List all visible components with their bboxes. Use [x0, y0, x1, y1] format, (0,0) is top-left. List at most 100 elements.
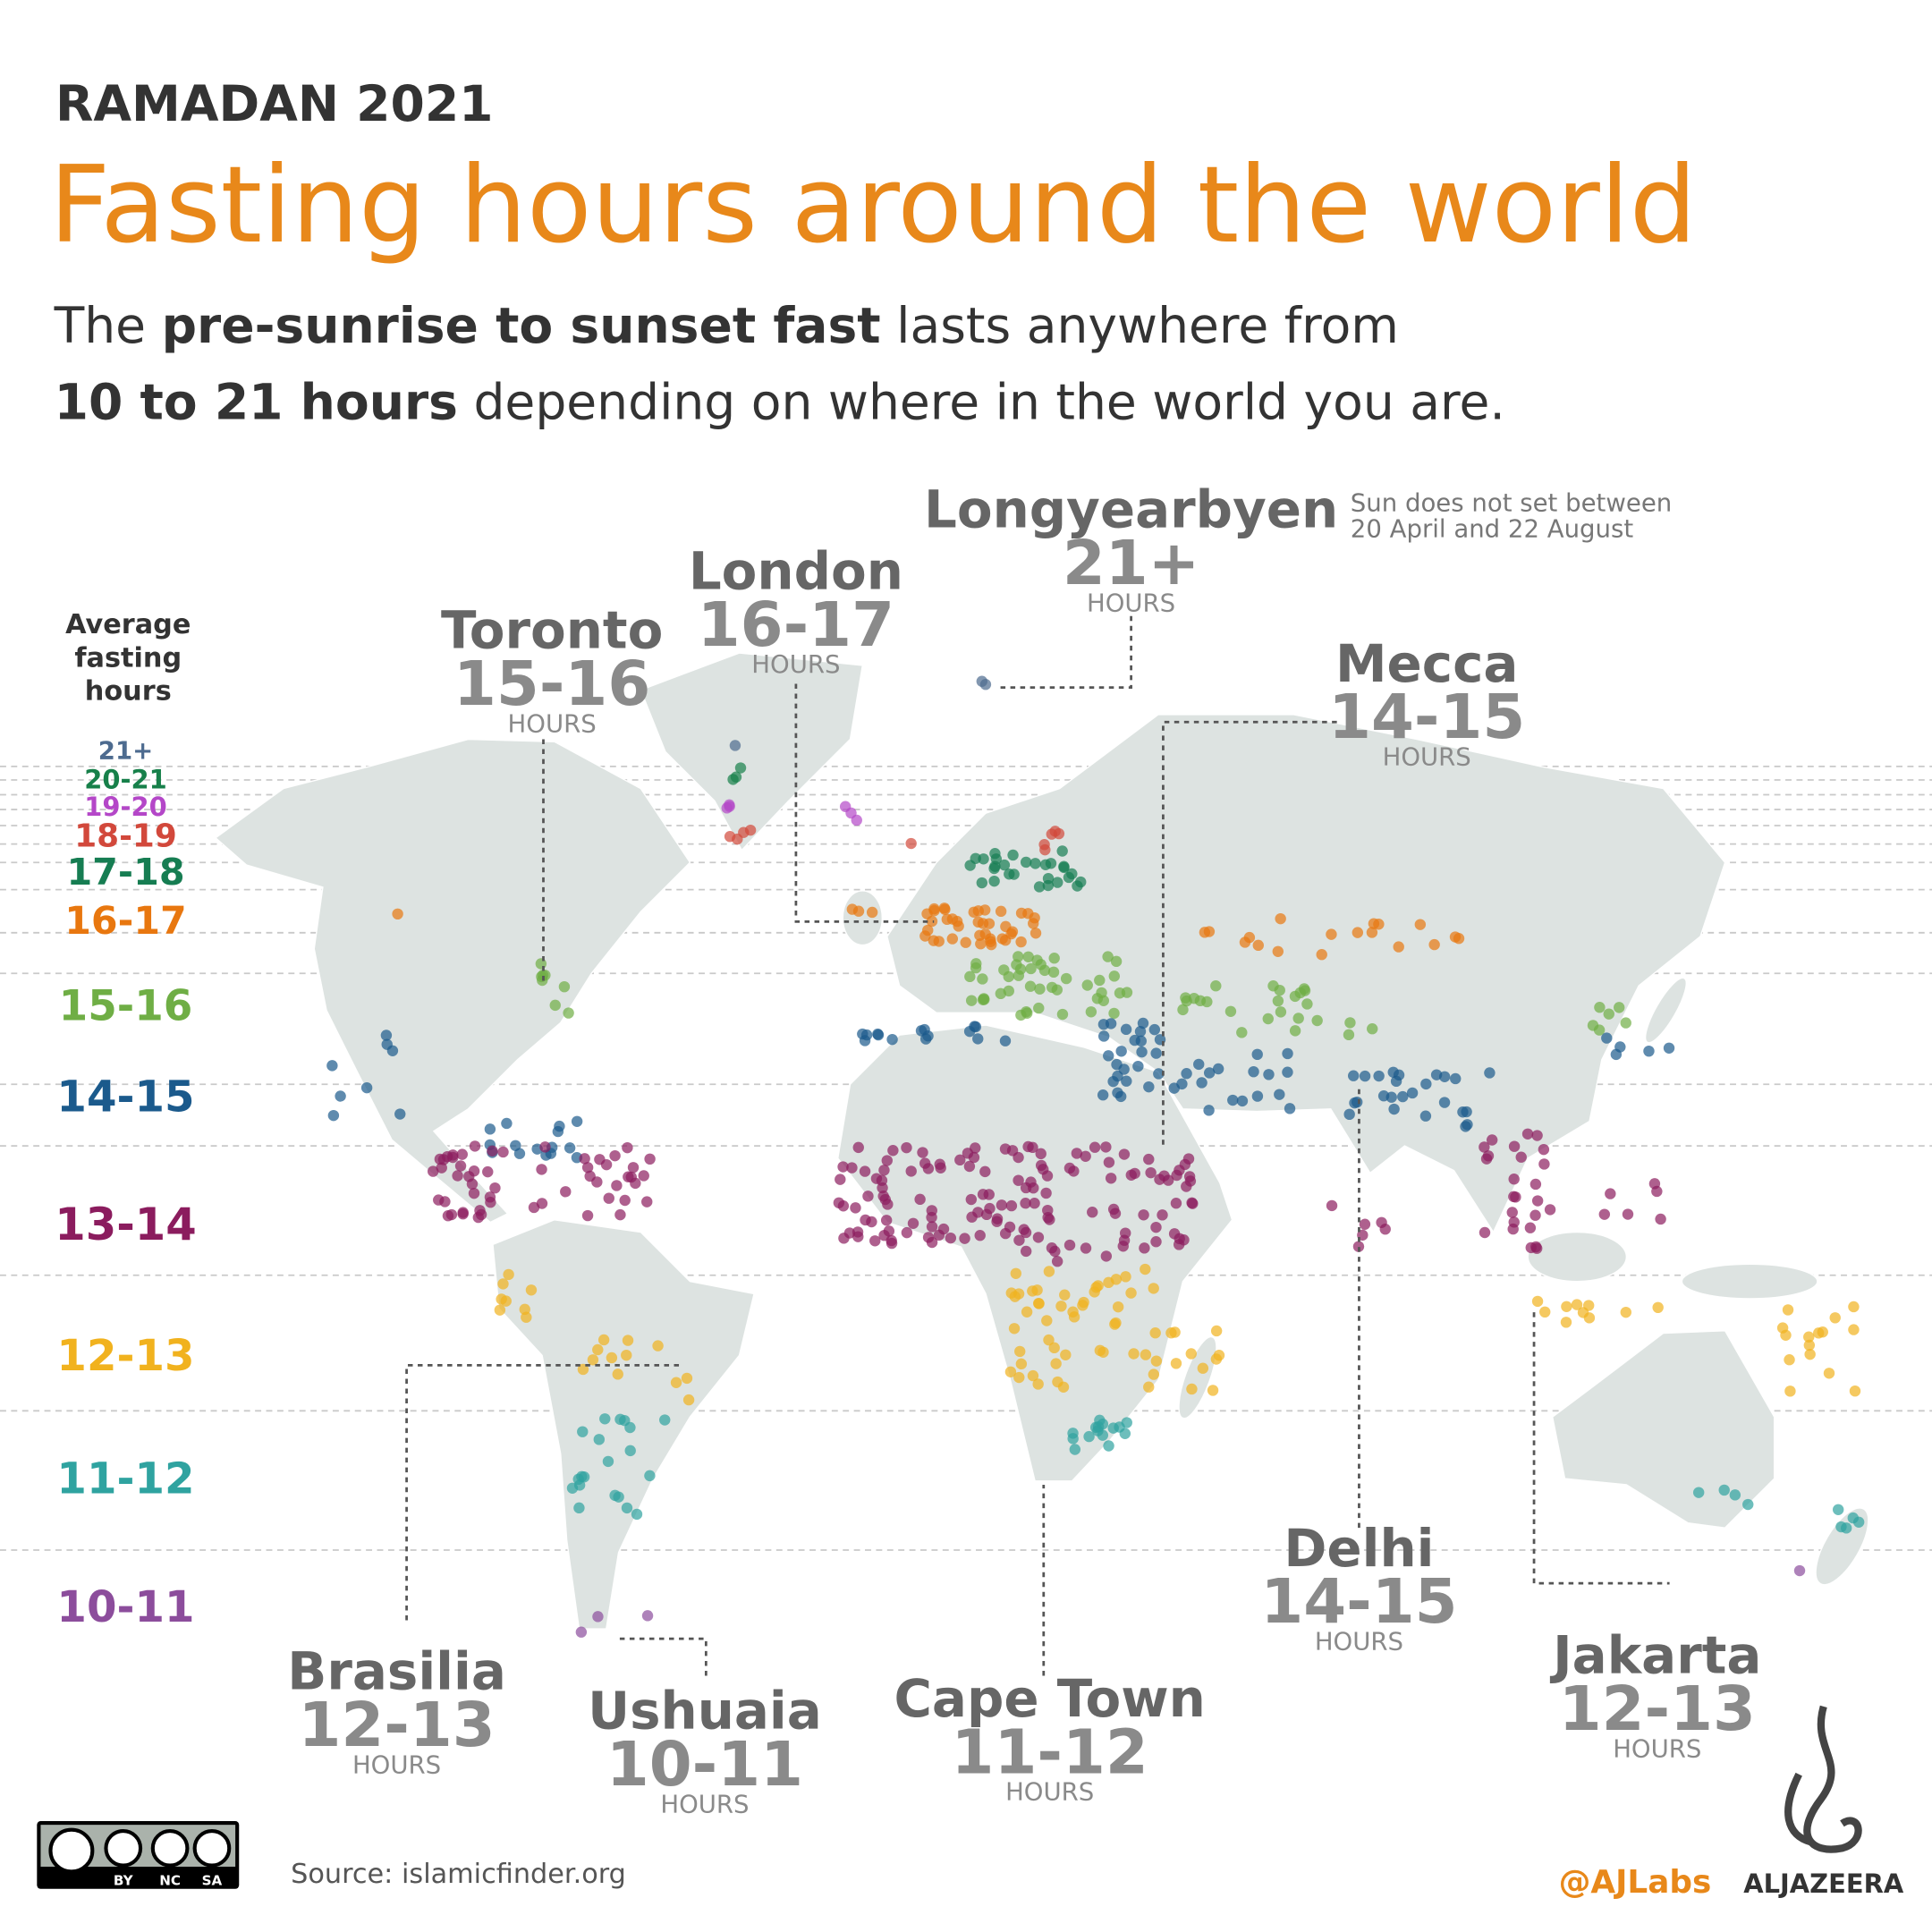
- city-dot: [972, 1033, 984, 1045]
- city-dot: [644, 1470, 656, 1482]
- city-dot: [644, 1153, 656, 1165]
- city-dot: [1515, 1151, 1527, 1163]
- city-dot: [1020, 1182, 1032, 1194]
- city-dot: [965, 995, 978, 1006]
- city-dot: [1090, 1282, 1102, 1293]
- city-dot: [1035, 1148, 1046, 1160]
- city-dot: [652, 1340, 664, 1352]
- legend-label: 20-21: [84, 765, 166, 795]
- city-dot: [729, 740, 741, 751]
- city-dot: [482, 1165, 494, 1178]
- city-dot: [454, 1160, 467, 1172]
- city-dot: [1157, 1209, 1168, 1221]
- city-dot: [1043, 1266, 1055, 1277]
- leader-line: [1162, 720, 1337, 1147]
- city-dot: [1059, 1289, 1071, 1301]
- city-dot: [859, 1035, 871, 1046]
- city-dot: [1150, 1047, 1162, 1059]
- city-dot: [919, 1033, 932, 1045]
- badge-icon: [150, 1828, 190, 1868]
- subtitle-line: 10 to 21 hours depending on where in the…: [55, 373, 1505, 430]
- city-dot: [1020, 1245, 1032, 1258]
- city-dot: [1060, 1349, 1072, 1360]
- city-dot: [1103, 1157, 1115, 1168]
- city-dot: [1080, 1242, 1092, 1254]
- city-dot: [621, 1349, 632, 1361]
- city-dot: [563, 1007, 574, 1019]
- city-dot: [1102, 951, 1114, 962]
- city-dot: [1162, 1174, 1174, 1186]
- city-dot: [1450, 1072, 1462, 1085]
- city-dot: [1663, 1042, 1675, 1054]
- city-dot: [1043, 1334, 1055, 1346]
- city-dot: [975, 938, 987, 950]
- city-dot: [1428, 938, 1440, 951]
- city-dot: [1620, 1306, 1631, 1318]
- city-dot: [972, 905, 985, 917]
- city-dot: [469, 1140, 481, 1152]
- city-dot: [1010, 1267, 1022, 1279]
- city-dot: [734, 762, 747, 774]
- city-dot: [1014, 1345, 1026, 1358]
- city-dot: [1582, 1300, 1595, 1311]
- city-dot: [1097, 1030, 1110, 1042]
- city-dot: [447, 1151, 459, 1164]
- city-dot: [1011, 959, 1022, 970]
- city-dot: [1115, 1046, 1127, 1057]
- city-dot: [1823, 1368, 1835, 1379]
- city-dot: [1301, 998, 1313, 1010]
- city-dot: [869, 1235, 881, 1247]
- city-dot: [468, 1165, 480, 1177]
- city-dot: [1111, 1058, 1123, 1071]
- city-dot: [554, 1120, 565, 1132]
- city-dot: [581, 1209, 594, 1222]
- city-dot: [837, 1161, 849, 1173]
- city-dot: [622, 1335, 634, 1346]
- city-dot: [1780, 1329, 1792, 1341]
- city-dot: [1583, 1312, 1596, 1324]
- city-dot: [1461, 1106, 1472, 1118]
- city-dot: [966, 1211, 978, 1223]
- city-dot: [1033, 1002, 1045, 1014]
- city-unit: HOURS: [751, 650, 840, 679]
- city-dot: [1203, 1067, 1216, 1079]
- kicker: RAMADAN 2021: [55, 75, 494, 132]
- city-dot: [1849, 1385, 1861, 1397]
- city-dot: [1236, 1027, 1248, 1038]
- title: Fasting hours around the world: [49, 143, 1697, 267]
- city-dot: [621, 1502, 633, 1514]
- city-dot: [965, 1193, 978, 1206]
- city-dot: [1420, 1078, 1432, 1090]
- city-dot: [1013, 1371, 1025, 1384]
- city-dot: [487, 1145, 498, 1157]
- city-dot: [1252, 939, 1264, 952]
- city-dot: [1438, 1097, 1451, 1108]
- city-dot: [922, 1163, 935, 1174]
- city-dot: [489, 1182, 501, 1194]
- city-unit: HOURS: [352, 1750, 441, 1779]
- city-dot: [1027, 1141, 1038, 1154]
- leader-line: [615, 1637, 708, 1676]
- city-dot: [937, 1223, 950, 1235]
- city-hours: 12-13: [298, 1690, 495, 1761]
- islands: [842, 890, 884, 946]
- city-dot: [878, 1229, 890, 1241]
- city-dot: [1829, 1312, 1841, 1324]
- city-dot: [1182, 1153, 1195, 1165]
- city-dot: [539, 1141, 551, 1153]
- city-dot: [1169, 1326, 1181, 1338]
- city-dot: [577, 1363, 589, 1376]
- legend-label: 14-15: [56, 1072, 194, 1123]
- city-name: Brasilia: [287, 1641, 506, 1702]
- city-dot: [1034, 983, 1046, 995]
- city-dot: [970, 1142, 981, 1154]
- city-dot: [1118, 1148, 1131, 1160]
- leader-lines: [405, 615, 1670, 1676]
- city-dot: [976, 877, 988, 889]
- badge-icon: [48, 1827, 95, 1874]
- city-hours: 11-12: [952, 1716, 1148, 1788]
- city-dot: [1212, 1063, 1224, 1075]
- city-dot: [1349, 1097, 1360, 1109]
- city-unit: HOURS: [1087, 589, 1175, 617]
